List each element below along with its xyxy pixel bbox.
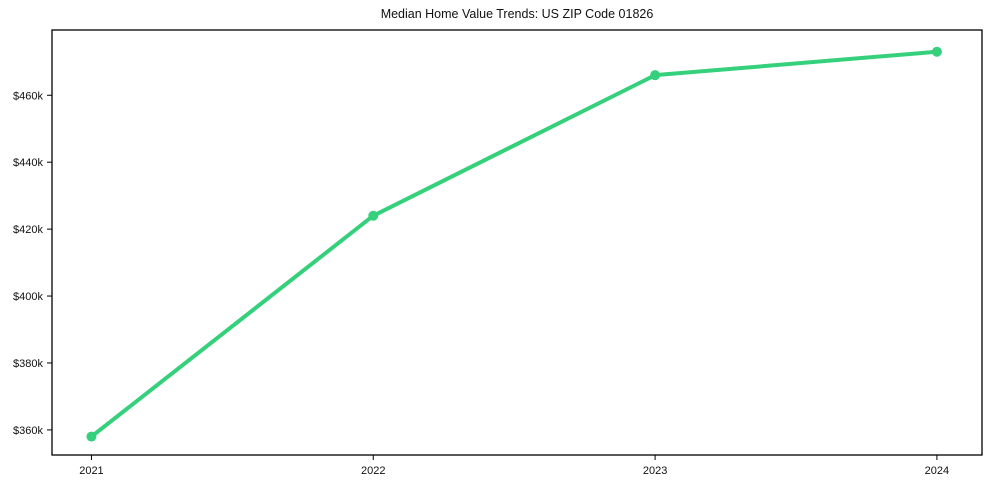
- plot-border: [51, 29, 983, 456]
- y-axis-tick-label: $440k: [13, 157, 43, 169]
- x-axis-tick-label: 2024: [925, 465, 949, 477]
- x-axis-tick-label: 2021: [79, 465, 103, 477]
- data-point: [650, 70, 661, 81]
- x-axis-tick-label: 2022: [361, 465, 385, 477]
- chart-title: Median Home Value Trends: US ZIP Code 01…: [380, 7, 654, 21]
- trend-line: [89, 49, 939, 439]
- y-axis-tick-label: $380k: [13, 358, 43, 370]
- data-point: [86, 431, 97, 442]
- y-axis-tick-label: $360k: [13, 425, 43, 437]
- data-point: [931, 46, 942, 57]
- data-point: [368, 210, 379, 221]
- y-axis-tick-label: $400k: [13, 291, 43, 303]
- y-axis-tick-label: $460k: [13, 90, 43, 102]
- x-axis-tick-label: 2023: [643, 465, 667, 477]
- y-axis-tick-label: $420k: [13, 224, 43, 236]
